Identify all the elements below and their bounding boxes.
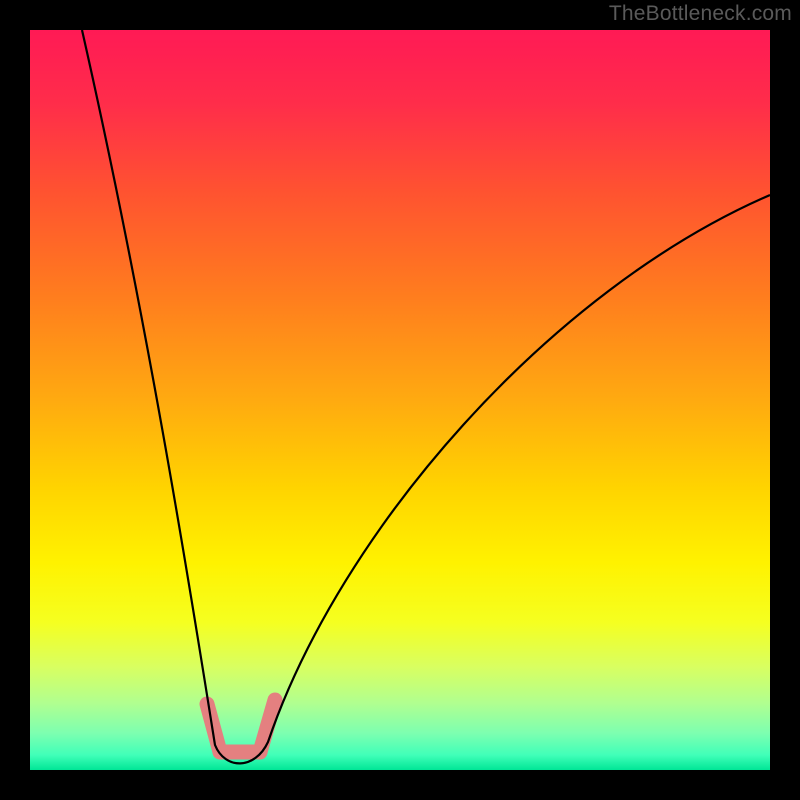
stage: TheBottleneck.com (0, 0, 800, 800)
chart-svg (30, 30, 770, 770)
plot-background (30, 30, 770, 770)
plot-area (30, 30, 770, 770)
watermark-text: TheBottleneck.com (609, 2, 792, 26)
